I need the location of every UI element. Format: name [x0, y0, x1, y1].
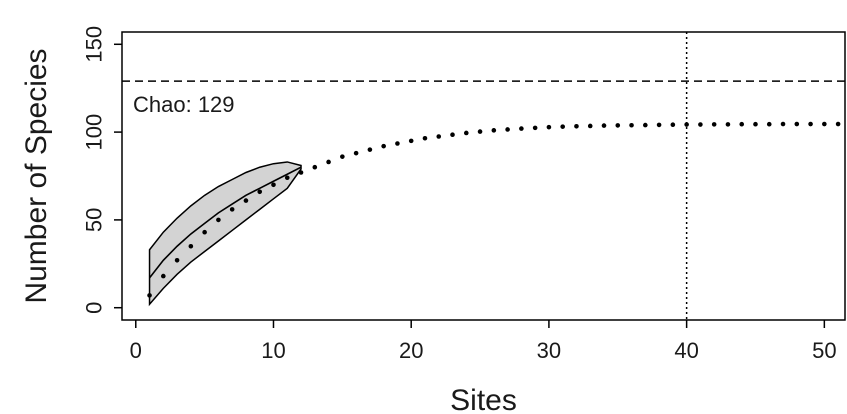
reference-lines-layer [122, 32, 845, 320]
series-point [629, 122, 634, 128]
series-point [780, 121, 786, 127]
x-axis-title: Sites [450, 384, 517, 414]
series-point [271, 182, 276, 188]
x-tick-label: 20 [399, 338, 423, 363]
chao-annotation: Chao: 129 [133, 92, 235, 117]
series-point [643, 122, 648, 128]
x-tick-label: 50 [812, 338, 836, 363]
series-layer [147, 121, 841, 298]
series-point [766, 121, 772, 127]
series-line-solid [148, 166, 302, 279]
series-point [450, 132, 455, 138]
series-point [698, 122, 703, 127]
x-tick-label: 0 [130, 338, 142, 363]
series-point [601, 123, 607, 128]
series-point [284, 175, 290, 181]
series-point [395, 141, 400, 146]
series-point [684, 122, 689, 127]
series-point [326, 159, 331, 165]
confidence-band [148, 161, 302, 307]
series-point [670, 122, 676, 128]
series-point [835, 121, 841, 127]
series-point [505, 127, 510, 132]
series-point [216, 217, 221, 223]
series-point [725, 122, 731, 127]
series-point [381, 143, 386, 149]
series-point [202, 229, 207, 235]
series-point [229, 207, 235, 212]
series-point [188, 243, 194, 249]
series-point [312, 164, 318, 170]
series-point [463, 130, 469, 136]
series-point [243, 198, 249, 203]
y-tick-label: 100 [82, 114, 107, 151]
series-point [574, 124, 579, 129]
series-point [560, 124, 565, 129]
series-point [656, 122, 662, 128]
series-point [794, 121, 800, 127]
series-point [532, 125, 538, 131]
series-point [587, 123, 593, 129]
series-point [174, 257, 180, 263]
series-point [408, 138, 414, 144]
series-point [711, 122, 717, 127]
y-tick-label: 150 [82, 26, 107, 63]
series-point [546, 124, 552, 130]
x-tick-label: 40 [674, 338, 698, 363]
series-point [753, 121, 758, 127]
x-tick-label: 30 [537, 338, 561, 363]
axes-layer: 0 10 20 30 40 50 0 50 100 150 [82, 26, 837, 363]
series-point [367, 147, 373, 152]
x-tick-label: 10 [261, 338, 285, 363]
series-point [822, 121, 827, 127]
series-point [340, 154, 345, 159]
series-point [298, 170, 304, 175]
series-point [808, 121, 813, 127]
confidence-band-layer [148, 161, 302, 307]
plot-frame [121, 31, 846, 321]
series-point [436, 134, 442, 139]
y-axis-title: Number of Species [20, 48, 53, 303]
series-point [257, 189, 263, 195]
series-point [739, 121, 745, 127]
series-point [519, 126, 524, 131]
series-point [422, 135, 428, 141]
series-point [491, 128, 497, 133]
y-tick-label: 50 [82, 208, 107, 232]
series-point [353, 150, 359, 156]
series-point [161, 273, 166, 279]
series-point [147, 293, 152, 298]
series-point [615, 123, 621, 128]
series-point [477, 129, 483, 134]
y-tick-label: 0 [82, 302, 107, 314]
